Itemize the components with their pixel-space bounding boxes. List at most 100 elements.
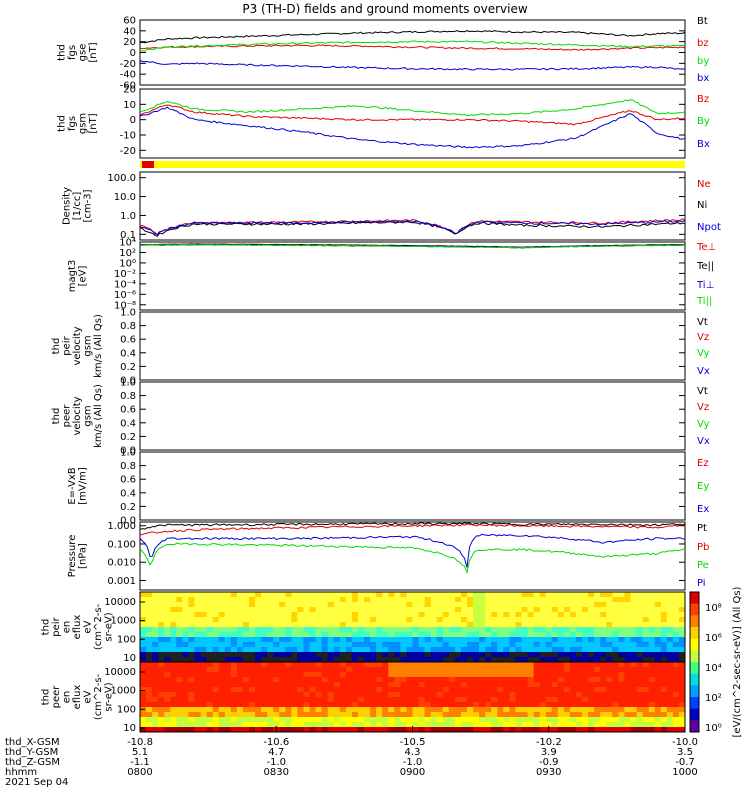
heatmap-cell xyxy=(188,682,195,688)
heatmap-cell xyxy=(261,697,268,703)
heatmap-cell xyxy=(569,642,577,648)
heatmap-cell xyxy=(479,647,486,653)
heatmap-cell xyxy=(303,692,311,698)
heatmap-cell xyxy=(624,602,631,608)
heatmap-cell xyxy=(576,607,583,613)
ytick-efield-3: 0.4 xyxy=(120,488,136,499)
heatmap-cell xyxy=(557,652,565,658)
heatmap-cell xyxy=(400,622,407,628)
ytick-temp-1: 10² xyxy=(119,248,136,259)
heatmap-cell xyxy=(382,637,389,643)
heatmap-cell xyxy=(491,717,498,723)
heatmap-cell xyxy=(285,642,292,648)
heatmap-cell xyxy=(576,632,583,638)
heatmap-cell xyxy=(539,652,547,658)
heatmap-cell xyxy=(236,597,244,603)
heatmap-cell xyxy=(224,722,232,728)
heatmap-cell xyxy=(333,612,341,618)
heatmap-cell xyxy=(576,707,583,713)
heatmap-cell xyxy=(533,717,541,723)
heatmap-cell xyxy=(255,612,262,618)
heatmap-cell xyxy=(557,642,565,648)
heatmap-cell xyxy=(551,612,559,618)
heatmap-cell xyxy=(648,702,656,708)
heatmap-cell xyxy=(249,687,256,693)
heatmap-cell xyxy=(255,682,262,688)
heatmap-cell xyxy=(303,627,311,633)
heatmap-cell xyxy=(376,642,383,648)
heatmap-cell xyxy=(182,702,189,708)
heatmap-cell xyxy=(545,617,553,623)
heatmap-cell xyxy=(200,657,208,663)
heatmap-cell xyxy=(261,612,268,618)
heatmap-cell xyxy=(206,642,214,648)
heatmap-cell xyxy=(236,722,244,728)
heatmap-cell xyxy=(485,687,492,693)
heatmap-cell xyxy=(406,667,413,673)
heatmap-cell xyxy=(594,657,601,663)
heatmap-cell xyxy=(630,632,638,638)
heatmap-cell xyxy=(412,697,420,703)
heatmap-cell xyxy=(249,622,256,628)
heatmap-cell xyxy=(267,712,274,718)
heatmap-cell xyxy=(648,652,656,658)
heatmap-cell xyxy=(224,717,232,723)
heatmap-cell xyxy=(418,667,426,673)
ytick-fgs-gsm-0: 20 xyxy=(123,85,136,96)
heatmap-cell xyxy=(660,667,668,673)
heatmap-cell xyxy=(382,657,389,663)
heatmap-cell xyxy=(182,717,189,723)
heatmap-cell xyxy=(333,617,341,623)
heatmap-cell xyxy=(660,682,668,688)
heatmap-cell xyxy=(400,722,407,728)
heatmap-cell xyxy=(503,682,510,688)
heatmap-cell xyxy=(218,677,226,683)
heatmap-cell xyxy=(388,682,395,688)
heatmap-cell xyxy=(345,592,353,598)
heatmap-cell xyxy=(557,707,565,713)
heatmap-cell xyxy=(285,632,292,638)
heatmap-cell xyxy=(224,667,232,673)
heatmap-cell xyxy=(430,692,438,698)
heatmap-cell xyxy=(333,677,341,683)
heatmap-cell xyxy=(152,627,159,633)
heatmap-cell xyxy=(152,707,159,713)
heatmap-cell xyxy=(424,607,432,613)
heatmap-cell xyxy=(503,632,510,638)
heatmap-cell xyxy=(200,667,208,673)
heatmap-cell xyxy=(448,612,456,618)
heatmap-cell xyxy=(630,627,638,633)
heatmap-cell xyxy=(358,652,365,658)
heatmap-cell xyxy=(388,672,395,678)
heatmap-cell xyxy=(612,697,619,703)
heatmap-cell xyxy=(333,727,341,733)
heatmap-cell xyxy=(521,667,529,673)
heatmap-cell xyxy=(188,602,195,608)
heatmap-cell xyxy=(442,727,450,733)
ylabel-pressure-1: [nPa] xyxy=(77,543,88,569)
heatmap-cell xyxy=(418,652,426,658)
heatmap-cell xyxy=(400,667,407,673)
heatmap-cell xyxy=(654,632,662,638)
heatmap-cell xyxy=(333,707,341,713)
heatmap-cell xyxy=(230,612,238,618)
heatmap-cell xyxy=(200,687,208,693)
ylabel-peir-vel-4: km/s (All Qs) xyxy=(93,314,104,378)
heatmap-cell xyxy=(454,592,462,598)
heatmap-cell xyxy=(606,712,613,718)
heatmap-cell xyxy=(442,652,450,658)
heatmap-cell xyxy=(551,627,559,633)
heatmap-cell xyxy=(630,727,638,733)
heatmap-cell xyxy=(557,647,565,653)
heatmap-cell xyxy=(206,592,214,598)
heatmap-cell xyxy=(255,727,262,733)
heatmap-cell xyxy=(630,722,638,728)
heatmap-cell xyxy=(358,717,365,723)
heatmap-cell xyxy=(563,602,571,608)
heatmap-cell xyxy=(212,707,220,713)
heatmap-cell xyxy=(467,722,474,728)
heatmap-cell xyxy=(521,592,529,598)
heatmap-cell xyxy=(255,697,262,703)
heatmap-cell xyxy=(509,697,516,703)
heatmap-cell xyxy=(339,672,347,678)
